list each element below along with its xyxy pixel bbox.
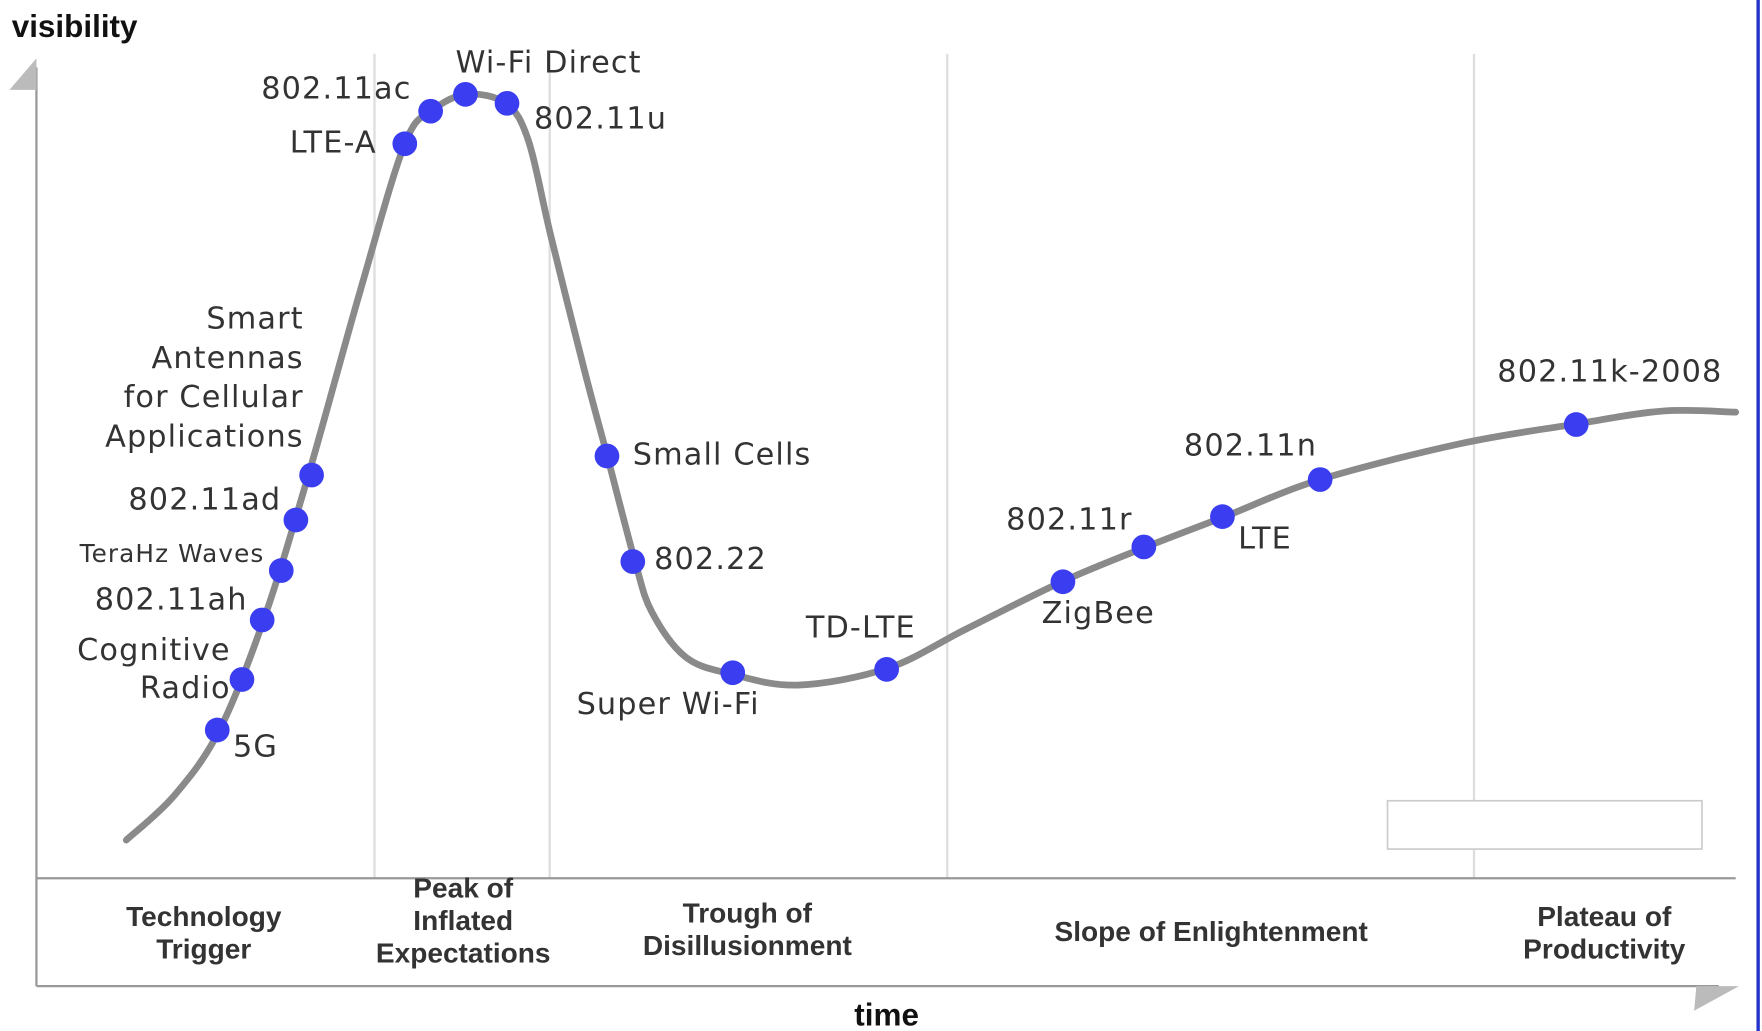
y-axis-label: visibility — [12, 9, 138, 44]
phase-label: Trough of — [683, 898, 813, 929]
phase-label: Peak of — [413, 872, 513, 903]
tech-dot — [453, 81, 478, 107]
hype-curve — [122, 90, 1740, 844]
tech-label: 802.11r — [1006, 503, 1132, 538]
phase-label: Productivity — [1523, 934, 1686, 965]
tech-dot — [283, 507, 309, 533]
tech-label: 802.11u — [534, 102, 667, 137]
axes — [35, 67, 1736, 988]
tech-label: 802.11ah — [95, 582, 248, 617]
tech-label: Applications — [105, 420, 304, 455]
tech-dot — [268, 558, 294, 583]
tech-label: Super Wi-Fi — [577, 687, 760, 722]
tech-label: Antennas — [151, 341, 303, 376]
tech-dot — [418, 98, 443, 124]
phase-label: Inflated — [413, 905, 513, 936]
tech-dot — [249, 607, 275, 633]
y-arrow — [9, 58, 37, 90]
tech-dot — [874, 657, 899, 682]
tech-label: Cognitive — [77, 633, 231, 668]
phase-label: Expectations — [376, 937, 551, 968]
tech-label: Smart — [206, 302, 303, 337]
tech-dot — [594, 443, 620, 469]
x-axis-label: time — [854, 997, 919, 1031]
tech-label: 802.11n — [1184, 428, 1317, 463]
tech-dot — [392, 131, 418, 157]
tech-dot — [720, 660, 746, 686]
phase-dividers — [373, 53, 1476, 879]
tech-label: 5G — [233, 729, 278, 764]
tech-label: Wi-Fi Direct — [455, 46, 641, 81]
tech-dot — [1050, 569, 1076, 595]
tech-dot — [299, 462, 324, 488]
tech-label: TD-LTE — [805, 610, 916, 645]
tech-dot — [620, 549, 646, 574]
phase-label: Trigger — [156, 934, 251, 965]
tech-label: LTE-A — [290, 125, 377, 160]
tech-label: ZigBee — [1042, 596, 1155, 631]
tech-label: 802.22 — [654, 542, 767, 577]
tech-label: LTE — [1238, 522, 1292, 557]
tech-label: Small Cells — [633, 437, 812, 472]
phase-label: Technology — [126, 901, 282, 932]
tech-label: 802.11k-2008 — [1497, 354, 1722, 389]
tech-dot — [1210, 504, 1235, 529]
tech-dot — [204, 717, 230, 743]
tech-label: 802.11ac — [261, 71, 411, 106]
tech-label: for Cellular — [124, 380, 304, 415]
tech-label: 802.11ad — [128, 482, 281, 517]
tech-dot — [229, 667, 255, 692]
tech-label: TeraHz Waves — [79, 539, 265, 568]
empty-box — [1386, 799, 1703, 850]
phase-label: Slope of Enlightenment — [1055, 916, 1368, 947]
tech-dot — [1131, 534, 1157, 560]
tech-label: Radio — [140, 671, 231, 706]
phase-label: Disillusionment — [643, 930, 852, 961]
tech-dot — [1563, 412, 1589, 437]
phase-label: Plateau of — [1537, 901, 1672, 932]
tech-dot — [494, 90, 520, 116]
tech-dot — [1307, 467, 1333, 492]
